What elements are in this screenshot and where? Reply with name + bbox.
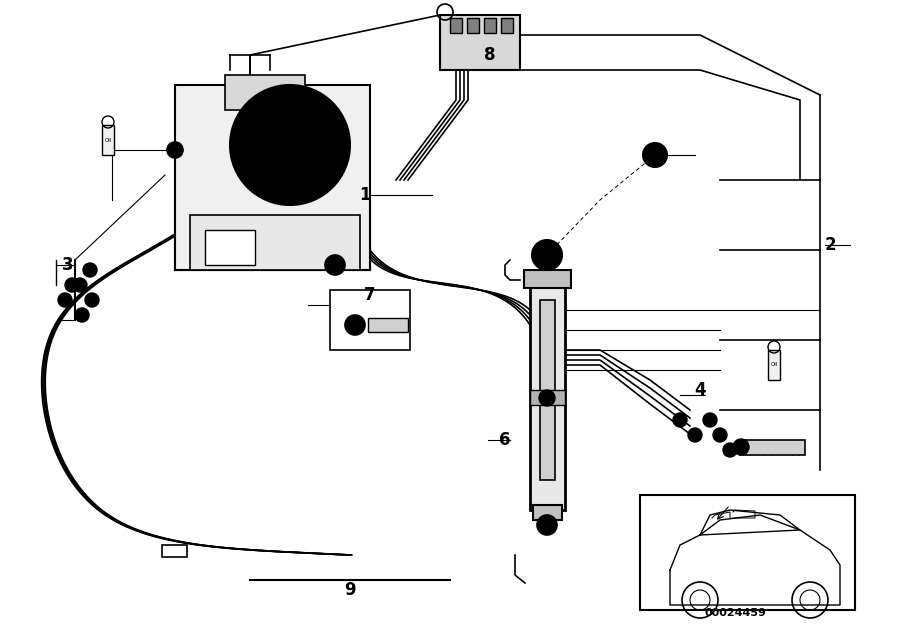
Circle shape <box>532 240 562 270</box>
Bar <box>524 270 571 288</box>
Bar <box>162 545 187 557</box>
Bar <box>225 75 305 110</box>
Bar <box>530 280 565 510</box>
Text: 8: 8 <box>484 46 496 64</box>
Bar <box>440 15 520 70</box>
Text: 3: 3 <box>62 256 74 274</box>
Text: 9: 9 <box>344 581 356 599</box>
Circle shape <box>75 308 89 322</box>
Circle shape <box>230 85 350 205</box>
Circle shape <box>649 149 661 161</box>
Text: 4: 4 <box>694 381 706 399</box>
Text: Oil: Oil <box>104 138 112 142</box>
Bar <box>102 125 114 155</box>
Bar <box>190 215 360 270</box>
Bar <box>540 300 555 480</box>
Bar <box>640 495 855 610</box>
Circle shape <box>733 439 749 455</box>
Circle shape <box>167 142 183 158</box>
Bar <box>768 350 780 380</box>
Circle shape <box>73 278 87 292</box>
Circle shape <box>539 390 555 406</box>
Circle shape <box>83 263 97 277</box>
Bar <box>530 390 565 405</box>
Bar <box>501 18 513 33</box>
Bar <box>330 290 410 350</box>
Bar <box>740 440 805 455</box>
Circle shape <box>345 315 365 335</box>
Text: 00024459: 00024459 <box>704 608 766 618</box>
Bar <box>175 85 370 270</box>
Text: 5: 5 <box>654 146 666 164</box>
Circle shape <box>673 413 687 427</box>
Circle shape <box>65 278 79 292</box>
Text: 1: 1 <box>359 186 371 204</box>
Text: 2: 2 <box>824 236 836 254</box>
Circle shape <box>537 515 557 535</box>
Text: 7: 7 <box>364 286 376 304</box>
Circle shape <box>723 443 737 457</box>
Bar <box>368 318 408 332</box>
Circle shape <box>58 293 72 307</box>
Text: Oil: Oil <box>770 363 778 368</box>
Circle shape <box>703 413 717 427</box>
Bar <box>450 18 462 33</box>
Circle shape <box>330 260 340 270</box>
Circle shape <box>252 107 328 183</box>
Bar <box>484 18 496 33</box>
Bar <box>533 505 562 520</box>
Circle shape <box>713 428 727 442</box>
Circle shape <box>325 255 345 275</box>
Circle shape <box>85 293 99 307</box>
Circle shape <box>643 143 667 167</box>
Bar <box>467 18 479 33</box>
Bar <box>205 230 255 265</box>
Circle shape <box>688 428 702 442</box>
Text: 6: 6 <box>500 431 511 449</box>
